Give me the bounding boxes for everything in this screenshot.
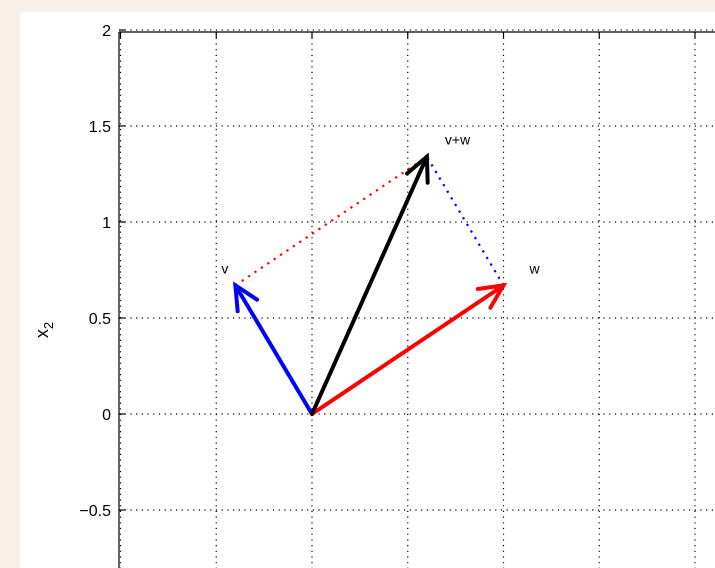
vector-v: [233, 281, 314, 416]
vector-arrowhead: [233, 281, 260, 314]
y-tick-label: −0.5: [79, 503, 111, 520]
vector-shaft: [310, 283, 506, 416]
vector-arrowhead: [405, 152, 430, 185]
y-axis-label: x2: [32, 322, 56, 338]
vector-shaft: [310, 154, 429, 416]
y-tick-label: 1.5: [89, 119, 111, 136]
y-axis-label-text: x2: [32, 322, 56, 338]
vector-label: v+w: [445, 132, 471, 148]
vector-shaft: [233, 283, 314, 416]
y-tick-label: 0.5: [89, 311, 111, 328]
vector-w: [310, 282, 508, 416]
y-tick-label: 0: [102, 407, 111, 424]
y-tick-label: 2: [102, 23, 111, 40]
vector-label: v: [221, 260, 228, 276]
grid: [119, 29, 715, 568]
axes: −0.5 0 0.5 1 1.5 2: [79, 23, 715, 568]
vector-arrowhead: [475, 282, 508, 310]
dotted-line: [425, 156, 505, 286]
y-tick-label: 1: [102, 215, 111, 232]
vector-v-plus-w: [310, 152, 430, 416]
labels: v w v+w: [221, 132, 540, 277]
parallelogram-dotted-lines: [234, 155, 505, 287]
vector-label: w: [529, 260, 541, 276]
vectors: [233, 152, 508, 416]
